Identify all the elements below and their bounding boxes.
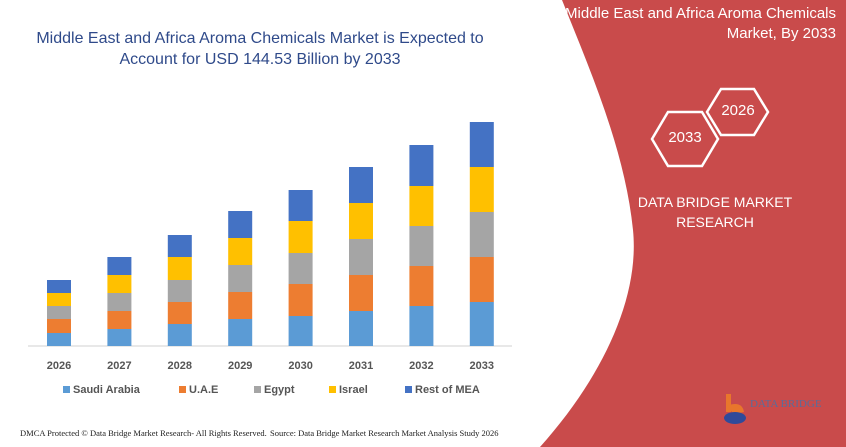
chart-title: Middle East and Africa Aroma Chemicals M…: [20, 28, 500, 70]
legend-label: Rest of MEA: [415, 384, 480, 396]
bar-segment-u-a-e-2033: [469, 257, 494, 302]
footer-copyright: DMCA Protected © Data Bridge Market Rese…: [20, 428, 267, 438]
bar-segment-u-a-e-2030: [288, 284, 313, 316]
x-tick-label: 2028: [168, 360, 192, 372]
brand-name: DATA BRIDGE MARKET RESEARCH: [630, 192, 800, 232]
bar-segment-u-a-e-2026: [47, 319, 71, 333]
bar-segment-israel-2032: [409, 186, 434, 226]
bar-segment-egypt-2032: [409, 226, 434, 266]
data-bridge-logo-icon: [724, 394, 746, 424]
bar-segment-saudi-arabia-2033: [469, 302, 494, 346]
x-tick-label: 2031: [349, 360, 373, 372]
bar-segment-rest-of-mea-2032: [409, 145, 434, 186]
bar-segment-rest-of-mea-2028: [167, 235, 192, 257]
bar-segment-u-a-e-2029: [228, 292, 253, 319]
bar-segment-u-a-e-2031: [349, 275, 373, 311]
bar-segment-egypt-2033: [469, 212, 494, 257]
bar-segment-egypt-2028: [167, 280, 192, 302]
x-tick-label: 2026: [47, 360, 71, 372]
legend-swatch: [63, 386, 70, 393]
legend-swatch: [179, 386, 186, 393]
bar-segment-israel-2030: [288, 221, 313, 253]
side-panel-title-line1: Middle East and Africa Aroma Chemicals: [565, 5, 836, 22]
legend-label: U.A.E: [189, 384, 218, 396]
side-panel-title: Middle East and Africa Aroma Chemicals M…: [536, 4, 836, 44]
legend-label: Egypt: [264, 384, 295, 396]
hex-start-year: 2026: [721, 102, 755, 119]
chart-title-line1: Middle East and Africa Aroma Chemicals M…: [36, 30, 484, 47]
bar-segment-israel-2031: [349, 203, 373, 239]
footer-source: Source: Data Bridge Market Research Mark…: [270, 428, 499, 438]
bar-segment-saudi-arabia-2031: [349, 311, 373, 346]
bar-segment-saudi-arabia-2032: [409, 306, 434, 346]
bar-segment-israel-2027: [107, 275, 132, 293]
bar-segment-rest-of-mea-2031: [349, 167, 373, 203]
bar-segment-saudi-arabia-2027: [107, 329, 132, 346]
brand-line1: DATA BRIDGE MARKET: [637, 194, 793, 210]
bar-segment-egypt-2029: [228, 265, 253, 292]
side-panel-title-line2: Market, By 2033: [726, 25, 836, 42]
logo-text: DATA BRIDGE: [750, 398, 822, 410]
bar-segment-rest-of-mea-2027: [107, 257, 132, 275]
hexagon-2033: [650, 110, 720, 168]
hexagon-2026: [705, 87, 770, 137]
bar-segment-saudi-arabia-2030: [288, 316, 313, 346]
bar-segment-rest-of-mea-2029: [228, 211, 253, 238]
bar-segment-egypt-2026: [47, 306, 71, 319]
x-tick-label: 2032: [409, 360, 433, 372]
legend-swatch: [254, 386, 261, 393]
x-tick-label: 2033: [470, 360, 494, 372]
bar-segment-saudi-arabia-2028: [167, 324, 192, 346]
brand-line2: RESEARCH: [676, 214, 754, 230]
bar-segment-u-a-e-2032: [409, 266, 434, 306]
bar-segment-israel-2029: [228, 238, 253, 265]
bar-segment-israel-2033: [469, 167, 494, 212]
bar-segment-egypt-2027: [107, 293, 132, 311]
bar-segment-rest-of-mea-2033: [469, 122, 494, 167]
hex-end-year: 2033: [668, 129, 702, 146]
bar-segment-israel-2028: [167, 257, 192, 280]
bar-segment-egypt-2030: [288, 253, 313, 284]
bar-segment-egypt-2031: [349, 239, 373, 275]
bar-segment-u-a-e-2028: [167, 302, 192, 324]
x-tick-label: 2030: [288, 360, 312, 372]
legend-swatch: [329, 386, 336, 393]
bar-segment-rest-of-mea-2026: [47, 280, 71, 293]
bar-segment-saudi-arabia-2029: [228, 319, 253, 346]
bar-segment-rest-of-mea-2030: [288, 190, 313, 221]
x-tick-label: 2029: [228, 360, 252, 372]
side-panel-background: [540, 0, 846, 447]
legend-swatch: [405, 386, 412, 393]
legend-label: Saudi Arabia: [73, 384, 141, 396]
bar-segment-israel-2026: [47, 293, 71, 306]
bar-segment-u-a-e-2027: [107, 311, 132, 329]
bar-segment-saudi-arabia-2026: [47, 333, 71, 346]
x-tick-label: 2027: [107, 360, 131, 372]
legend-label: Israel: [339, 384, 368, 396]
chart-title-line2: Account for USD 144.53 Billion by 2033: [119, 51, 401, 68]
